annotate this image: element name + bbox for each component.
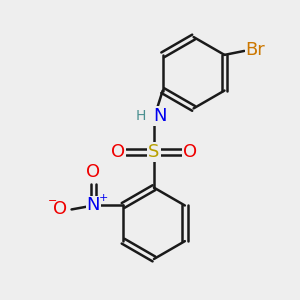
Text: −: − xyxy=(48,196,57,206)
Text: Br: Br xyxy=(245,41,265,59)
Text: O: O xyxy=(52,200,67,218)
Text: N: N xyxy=(153,107,167,125)
Text: N: N xyxy=(87,196,100,214)
Text: O: O xyxy=(86,163,100,181)
Text: +: + xyxy=(99,193,108,202)
Text: O: O xyxy=(183,143,197,161)
Text: S: S xyxy=(148,143,160,161)
Text: O: O xyxy=(111,143,125,161)
Text: H: H xyxy=(136,109,146,123)
